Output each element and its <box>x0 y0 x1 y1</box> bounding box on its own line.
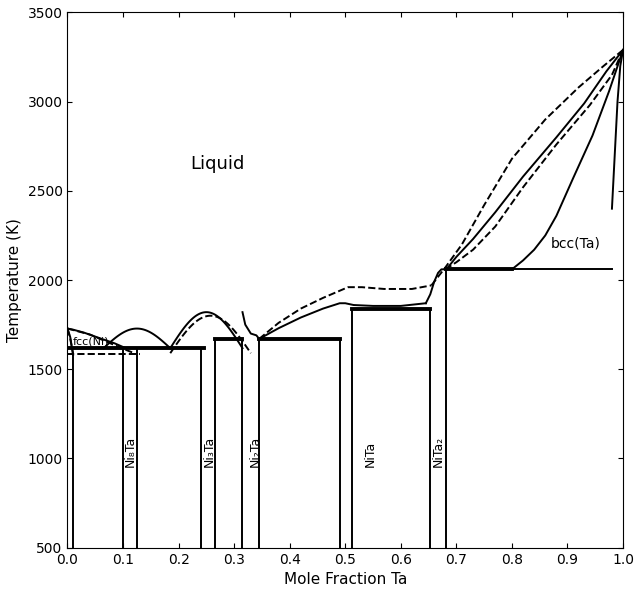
Text: NiTa₂: NiTa₂ <box>432 436 445 467</box>
Y-axis label: Temperature (K): Temperature (K) <box>7 218 22 342</box>
Text: Ni₈Ta: Ni₈Ta <box>124 436 137 467</box>
Text: Ni₃Ta: Ni₃Ta <box>203 436 215 467</box>
Text: fcc(Ni): fcc(Ni) <box>73 336 110 346</box>
Text: bcc(Ta): bcc(Ta) <box>551 237 601 251</box>
Text: Liquid: Liquid <box>190 156 245 173</box>
Text: Ni₂Ta: Ni₂Ta <box>249 436 262 467</box>
Text: NiTa: NiTa <box>364 441 377 467</box>
X-axis label: Mole Fraction Ta: Mole Fraction Ta <box>283 572 407 587</box>
